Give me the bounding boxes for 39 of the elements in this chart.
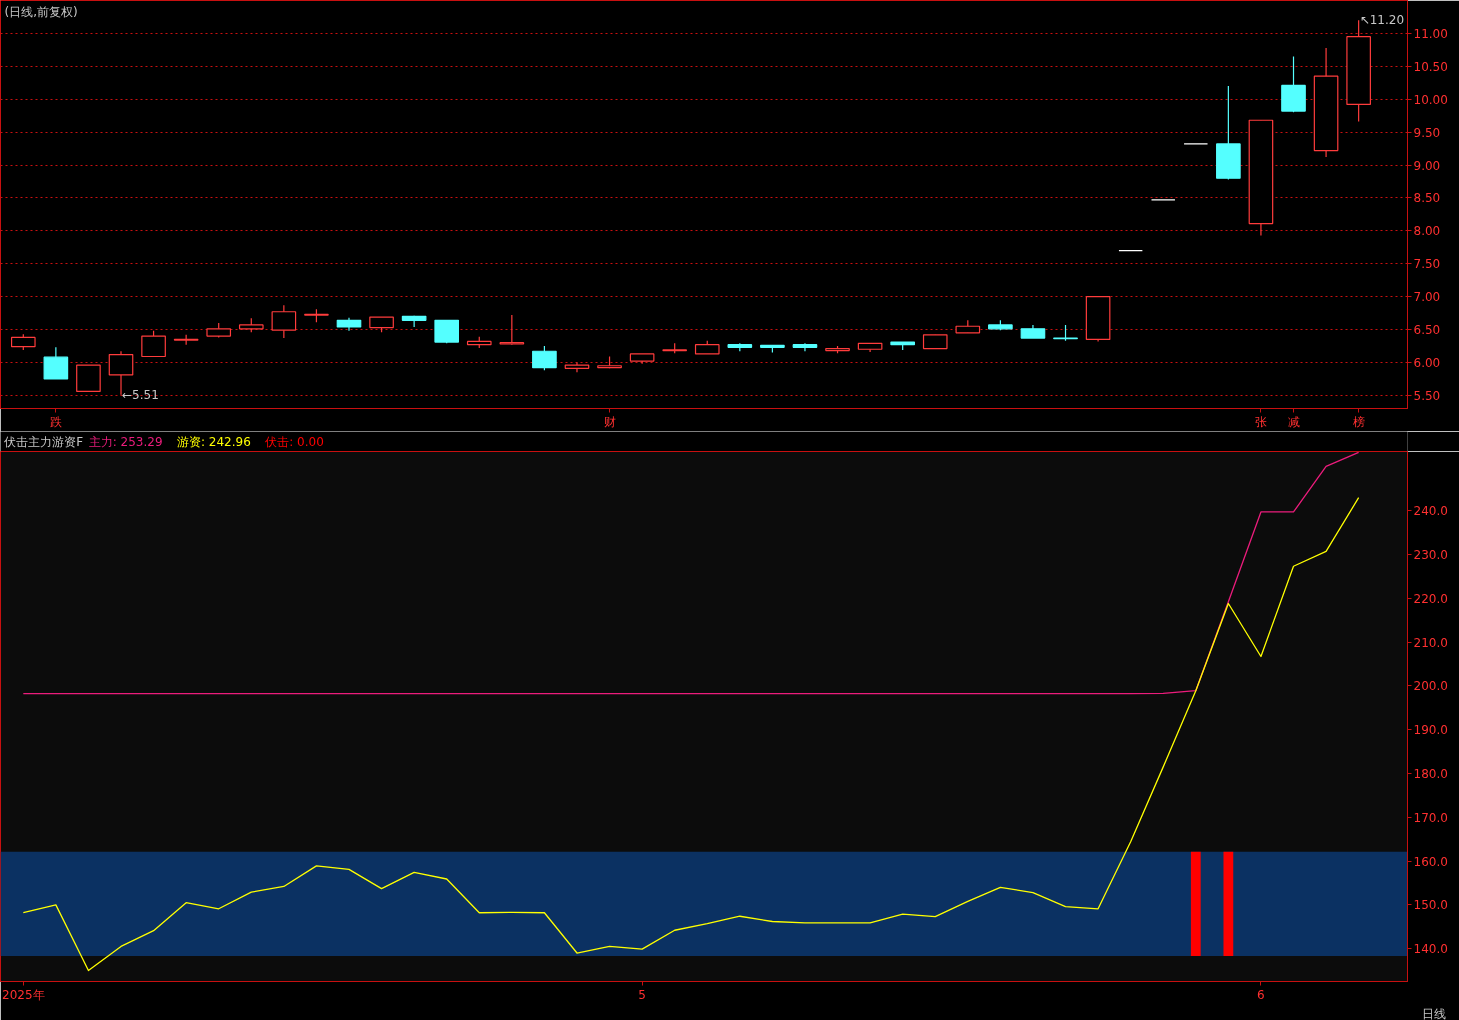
y-tick-label: 220.0 [1413,591,1448,606]
text: 主力: 253.29 [88,434,163,449]
y-tick-label: 190.0 [1413,723,1448,738]
y-tick-label: 9.50 [1413,125,1441,140]
text: ↖11.20 [1359,13,1405,28]
text: 日线 [1421,1006,1446,1020]
x-tick-label: 榜 [1352,414,1365,429]
y-tick-label: 7.00 [1413,290,1441,305]
y-tick-label: 140.0 [1413,942,1448,957]
x-tick-label: 跌 [49,414,62,429]
text: 游资: 242.96 [176,434,251,449]
text: ←5.51 [122,387,159,402]
y-tick-label: 7.50 [1413,257,1441,272]
y-tick-label: 5.50 [1413,388,1441,403]
x-tick-label: 2025年 [2,987,45,1002]
y-tick-label: 210.0 [1413,635,1448,650]
x-tick-label: 5 [638,987,646,1002]
x-tick-label: 6 [1257,987,1265,1002]
chart-title: (日线,前复权) [4,4,78,19]
y-tick-label: 6.50 [1413,323,1441,338]
y-tick-label: 8.00 [1413,224,1441,239]
y-tick-label: 170.0 [1413,810,1448,825]
y-tick-label: 240.0 [1413,504,1448,519]
x-tick-label: 财 [603,414,616,429]
y-tick-label: 230.0 [1413,547,1448,562]
y-tick-label: 8.50 [1413,191,1441,206]
y-tick-label: 6.00 [1413,355,1441,370]
y-tick-label: 160.0 [1413,854,1448,869]
chart-title: 伏击主力游资F [4,434,84,449]
y-tick-label: 9.00 [1413,158,1441,173]
y-tick-label: 200.0 [1413,679,1448,694]
y-tick-label: 11.00 [1413,26,1448,41]
x-tick-label: 张 [1254,414,1267,429]
y-tick-label: 180.0 [1413,766,1448,781]
text: 伏击: 0.00 [265,434,324,449]
y-tick-label: 10.00 [1413,92,1448,107]
y-tick-label: 150.0 [1413,898,1448,913]
x-tick-label: 减 [1287,414,1300,429]
y-tick-label: 10.50 [1413,59,1448,74]
